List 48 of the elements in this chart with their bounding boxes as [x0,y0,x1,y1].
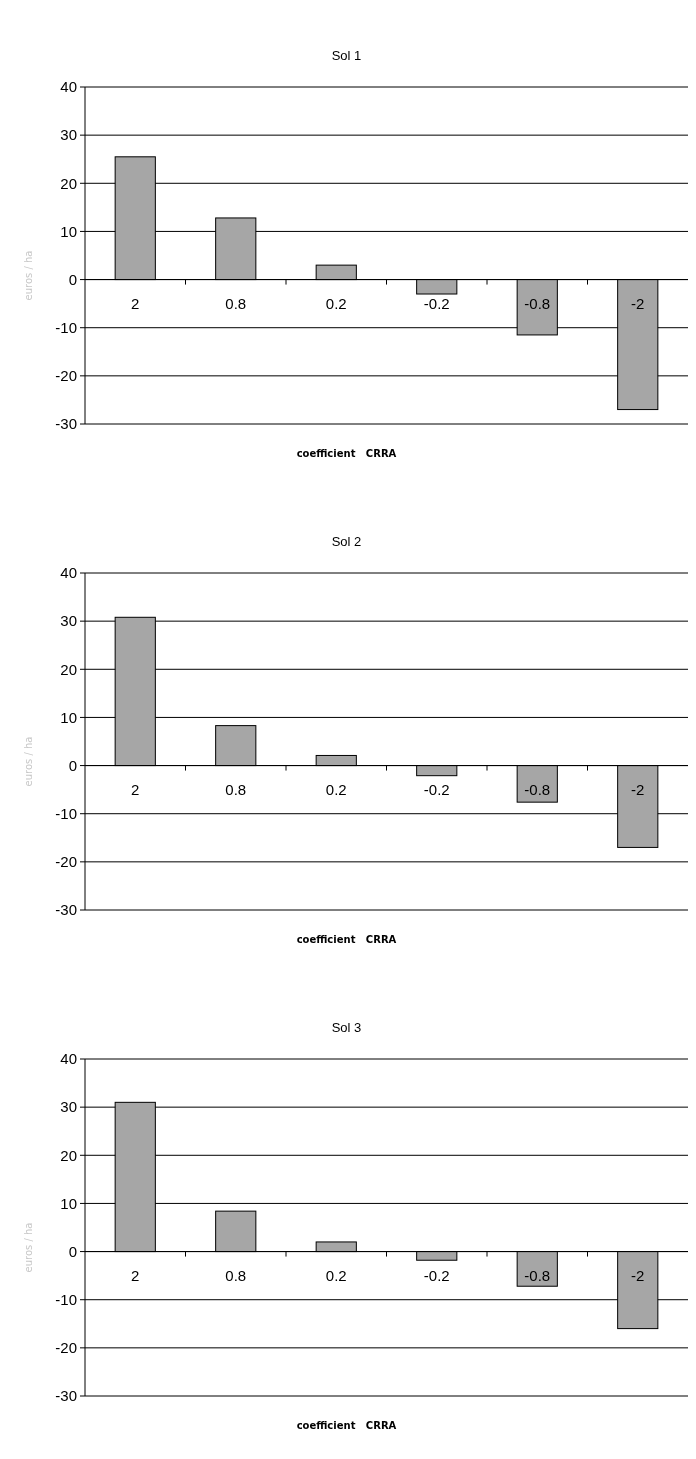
y-tick-label: -10 [55,1290,77,1308]
x-axis-title: coefficient CRRA [296,934,397,945]
y-tick-label: -10 [55,804,77,822]
y-tick-label: 0 [68,1242,77,1260]
y-tick-label: -10 [55,318,77,336]
y-tick-label: 30 [60,1098,77,1116]
x-tick-label: -0.2 [423,1266,450,1284]
x-tick-label: 2 [131,1266,140,1284]
x-axis-title: coefficient CRRA [296,448,397,459]
chart-title: Sol 2 [331,534,362,549]
x-tick-label: 0.2 [325,780,347,798]
x-tick-label: -0.8 [524,294,551,312]
y-tick-label: 0 [68,270,77,288]
x-tick-label: -0.8 [524,780,551,798]
x-tick-label: 2 [131,780,140,798]
x-tick-label: 0.8 [225,294,247,312]
x-tick-label: -0.2 [423,780,450,798]
chart-title: Sol 1 [331,48,362,63]
y-tick-label: 30 [60,612,77,630]
x-tick-label: -0.2 [423,294,450,312]
y-tick-label: -30 [55,415,77,433]
y-tick-label: 20 [60,174,77,192]
y-tick-label: 30 [60,126,77,144]
x-axis-title: coefficient CRRA [296,1420,397,1431]
x-tick-label: -2 [631,1266,645,1284]
y-tick-label: 20 [60,1146,77,1164]
y-tick-label: -20 [55,1339,77,1357]
x-tick-label: 2 [131,294,140,312]
y-tick-label: -20 [55,367,77,385]
x-tick-label: 0.2 [325,294,347,312]
x-tick-label: 0.8 [225,1266,247,1284]
y-tick-label: 10 [60,222,77,240]
y-tick-label: 20 [60,660,77,678]
y-tick-label: -30 [55,901,77,919]
y-tick-label: 10 [60,1194,77,1212]
y-tick-label: 40 [60,564,77,582]
x-tick-label: -0.8 [524,1266,551,1284]
x-tick-label: 0.2 [325,1266,347,1284]
y-tick-label: 40 [60,1050,77,1068]
y-tick-label: 10 [60,708,77,726]
x-tick-label: -2 [631,294,645,312]
chart-title: Sol 3 [331,1020,362,1035]
x-tick-label: -2 [631,780,645,798]
y-tick-label: 40 [60,78,77,96]
x-tick-label: 0.8 [225,780,247,798]
y-tick-label: 0 [68,756,77,774]
y-tick-label: -30 [55,1387,77,1405]
y-tick-label: -20 [55,853,77,871]
